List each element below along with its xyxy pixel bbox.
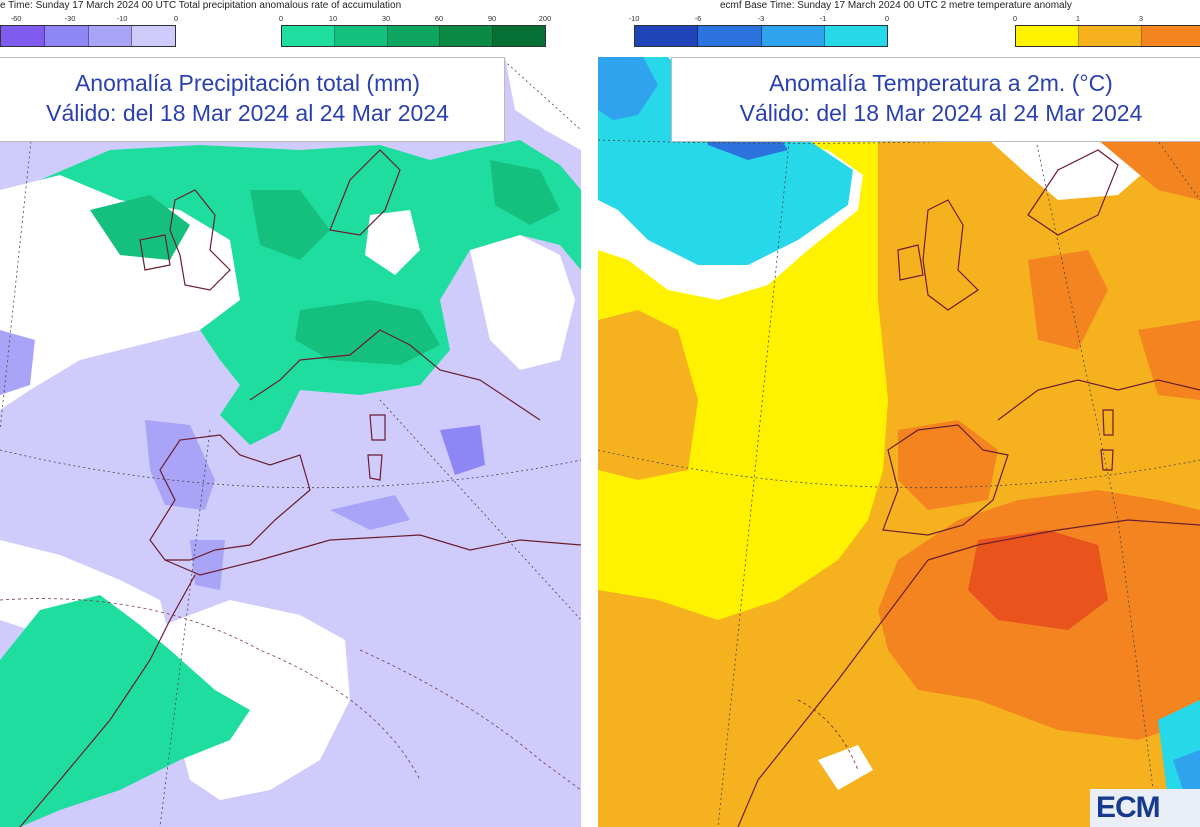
colorbar-swatch bbox=[1016, 26, 1079, 46]
tick-label: -3 bbox=[757, 14, 765, 23]
precip-neg-ticks: -60 -30 -10 0 0 10 30 60 90 200 bbox=[0, 14, 581, 24]
temperature-map bbox=[598, 57, 1200, 827]
tick-label: 0 bbox=[278, 14, 284, 23]
tick-label: 3 bbox=[1138, 14, 1144, 23]
temp-positive-colorbar bbox=[1015, 25, 1200, 47]
colorbar-swatch bbox=[334, 26, 388, 46]
tick-label: 1 bbox=[1075, 14, 1081, 23]
temp-negative-colorbar bbox=[634, 25, 888, 47]
tick-label: -60 bbox=[10, 14, 22, 23]
ecmwf-logo: ECM bbox=[1090, 789, 1200, 827]
temperature-map-panel: ecmf Base Time: Sunday 17 March 2024 00 … bbox=[598, 0, 1200, 827]
temperature-map-graphic bbox=[598, 57, 1200, 827]
tick-label: 0 bbox=[1012, 14, 1018, 23]
colorbar-swatch bbox=[44, 26, 89, 46]
precipitation-map-panel: e Time: Sunday 17 March 2024 00 UTC Tota… bbox=[0, 0, 581, 827]
temp-validity: Válido: del 18 Mar 2024 al 24 Mar 2024 bbox=[739, 100, 1143, 126]
tick-label: -10 bbox=[628, 14, 640, 23]
precip-validity: Válido: del 18 Mar 2024 al 24 Mar 2024 bbox=[46, 100, 449, 126]
tick-label: -30 bbox=[64, 14, 76, 23]
tick-label: 200 bbox=[538, 14, 552, 23]
colorbar-swatch bbox=[88, 26, 133, 46]
tick-label: 60 bbox=[434, 14, 444, 23]
colorbar-swatch bbox=[1, 26, 45, 46]
precip-negative-colorbar bbox=[0, 25, 176, 47]
tick-label: -1 bbox=[819, 14, 827, 23]
tick-label: 0 bbox=[173, 14, 179, 23]
temp-ticks: -10 -6 -3 -1 0 0 1 3 bbox=[598, 14, 1200, 24]
temp-title-box: Anomalía Temperatura a 2m. (°C) Válido: … bbox=[671, 57, 1200, 142]
colorbar-swatch bbox=[698, 26, 762, 46]
precip-header: e Time: Sunday 17 March 2024 00 UTC Tota… bbox=[0, 0, 402, 11]
precip-title-box: Anomalía Precipitación total (mm) Válido… bbox=[0, 57, 505, 142]
temp-title: Anomalía Temperatura a 2m. (°C) bbox=[769, 70, 1113, 96]
colorbar-swatch bbox=[635, 26, 699, 46]
tick-label: -6 bbox=[694, 14, 702, 23]
tick-label: 90 bbox=[487, 14, 497, 23]
precip-positive-colorbar bbox=[281, 25, 546, 47]
tick-label: -10 bbox=[116, 14, 128, 23]
temp-header: ecmf Base Time: Sunday 17 March 2024 00 … bbox=[720, 0, 1072, 11]
colorbar-swatch bbox=[1079, 26, 1142, 46]
colorbar-swatch bbox=[282, 26, 335, 46]
colorbar-swatch bbox=[1142, 26, 1200, 46]
colorbar-swatch bbox=[387, 26, 441, 46]
colorbar-swatch bbox=[440, 26, 494, 46]
tick-label: 0 bbox=[884, 14, 890, 23]
colorbar-swatch bbox=[493, 26, 545, 46]
colorbar-swatch bbox=[132, 26, 175, 46]
logo-text: ECM bbox=[1096, 791, 1161, 824]
colorbar-swatch bbox=[824, 26, 887, 46]
panel-divider bbox=[581, 0, 598, 827]
tick-label: 10 bbox=[328, 14, 338, 23]
precip-title: Anomalía Precipitación total (mm) bbox=[74, 70, 421, 96]
precip-map-graphic bbox=[0, 57, 581, 827]
precip-map bbox=[0, 57, 581, 827]
colorbar-swatch bbox=[761, 26, 825, 46]
tick-label: 30 bbox=[381, 14, 391, 23]
